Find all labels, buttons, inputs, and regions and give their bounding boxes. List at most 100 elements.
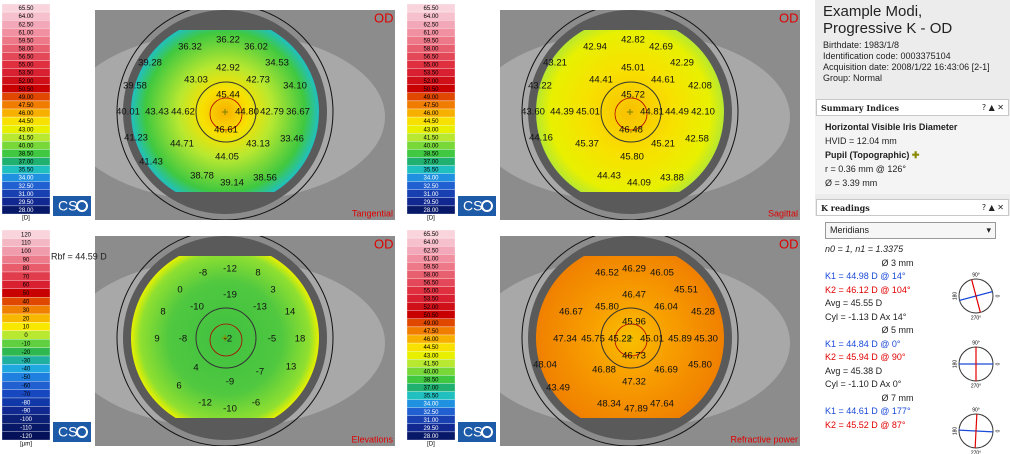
map-value: 42.92 bbox=[216, 63, 240, 74]
scale-label: 31.00 bbox=[423, 418, 439, 424]
scale-label: -30 bbox=[22, 358, 31, 364]
scale-label: 59.50 bbox=[423, 38, 439, 44]
dial-label: 270° bbox=[971, 383, 981, 389]
scale-label: 37.00 bbox=[423, 160, 439, 166]
scale-label: 62.50 bbox=[423, 248, 439, 254]
rbf: Rbf = 44.59 D bbox=[51, 251, 107, 261]
scale-label: -120 bbox=[20, 434, 33, 440]
map-value: -19 bbox=[223, 290, 237, 301]
scale-label: 28.00 bbox=[18, 208, 34, 214]
k-dial: 90° 270° 180 0 bbox=[952, 272, 999, 321]
map-value: -2 bbox=[224, 334, 232, 345]
scale-label: 61.00 bbox=[18, 30, 34, 36]
scale-label: 70 bbox=[23, 274, 30, 280]
k-header[interactable]: K readings ? ▲ ✕ bbox=[816, 199, 1009, 216]
map-value: 4 bbox=[193, 363, 198, 374]
hvid-title: Horizontal Visible Iris Diameter bbox=[825, 122, 958, 132]
panel-buttons[interactable]: ? ▲ ✕ bbox=[981, 103, 1004, 112]
map-value: 42.82 bbox=[621, 35, 645, 46]
k-diameter: Ø 5 mm bbox=[881, 325, 914, 335]
map-value: 3 bbox=[270, 285, 275, 296]
scale-label: 58.00 bbox=[423, 47, 439, 53]
scale-label: 59.50 bbox=[18, 38, 34, 44]
scale-label: 53.50 bbox=[18, 71, 34, 77]
map-value: 46.29 bbox=[622, 264, 646, 275]
k-title: K readings bbox=[821, 202, 870, 213]
map-value: 43.60 bbox=[521, 107, 545, 118]
scale-label: 29.50 bbox=[18, 200, 34, 206]
map-title: Tangential bbox=[352, 208, 393, 218]
map-value: 44.16 bbox=[529, 133, 553, 144]
dial-label: 180 bbox=[952, 427, 958, 436]
indices: n0 = 1, n1 = 1.3375 bbox=[825, 244, 904, 254]
map-value: 47.64 bbox=[650, 399, 674, 410]
map-value: 14 bbox=[285, 307, 296, 318]
map-value: 45.30 bbox=[694, 334, 718, 345]
pupil-d: Ø = 3.39 mm bbox=[825, 178, 878, 188]
map-value: -12 bbox=[223, 264, 237, 275]
panel-buttons[interactable]: ? ▲ ✕ bbox=[981, 203, 1004, 212]
scale-label: 44.50 bbox=[423, 119, 439, 125]
map-value: 45.51 bbox=[674, 285, 698, 296]
acquisition: Acquisition date: 2008/1/22 16:43:06 [2-… bbox=[823, 62, 990, 72]
scale-label: 49.00 bbox=[18, 95, 34, 101]
k-avg: Avg = 45.55 D bbox=[825, 298, 883, 308]
scale-label: 41.50 bbox=[18, 135, 34, 141]
pupil-title: Pupil (Topographic) ✚ bbox=[825, 150, 920, 160]
map-value: 47.89 bbox=[624, 404, 648, 415]
scale-unit: [D] bbox=[427, 216, 435, 222]
map-value: 43.43 bbox=[145, 107, 169, 118]
scale-label: 35.50 bbox=[18, 168, 34, 174]
dial-k2 bbox=[971, 279, 981, 313]
map-value: 46.61 bbox=[214, 125, 238, 136]
dial-label: 90° bbox=[972, 407, 980, 413]
scale-label: 35.50 bbox=[423, 394, 439, 400]
dial-label: 180 bbox=[952, 292, 958, 301]
map-value: 48.34 bbox=[597, 399, 621, 410]
eye-image: -12 -8 8 0 -19 3 -10 -13 8 14 9 -8 -2 -5 18 4 -7 13 6 -9 -12… bbox=[95, 236, 395, 446]
maps-area: 65.50 64.00 62.50 61.00 59.50 58.00 56.50 55.00… bbox=[1, 3, 800, 448]
scale-label: 40.00 bbox=[423, 143, 439, 149]
group: Group: Normal bbox=[823, 73, 883, 83]
pupil bbox=[600, 307, 662, 369]
summary-title: Summary Indices bbox=[821, 102, 900, 113]
scale-label: 38.50 bbox=[423, 152, 439, 158]
scale-label: 59.50 bbox=[423, 264, 439, 270]
exam-name: Progressive K - OD bbox=[823, 20, 953, 37]
scale-label: -40 bbox=[22, 367, 31, 373]
mode-select[interactable]: Meridians ▾ bbox=[825, 222, 996, 239]
scale-label: 34.00 bbox=[18, 176, 34, 182]
scale-label: 50 bbox=[23, 291, 30, 297]
scale-label: 62.50 bbox=[423, 22, 439, 28]
map-value: 8 bbox=[160, 307, 165, 318]
limbus bbox=[116, 10, 334, 220]
k-diameter: Ø 3 mm bbox=[881, 257, 914, 268]
scale-label: 65.50 bbox=[18, 6, 34, 12]
scale-label: 29.50 bbox=[423, 200, 439, 206]
map-panel: 65.50 64.00 62.50 61.00 59.50 58.00 56.50 55.00… bbox=[1, 3, 395, 222]
map-value: 41.23 bbox=[124, 133, 148, 144]
scale-label: -20 bbox=[22, 350, 31, 356]
scale-label: -100 bbox=[20, 417, 33, 423]
pupil-center bbox=[209, 97, 243, 131]
eye-side: OD bbox=[779, 236, 799, 251]
eye-side: OD bbox=[779, 10, 799, 25]
pupil-center bbox=[614, 323, 648, 357]
pupil-title-text: Pupil (Topographic) bbox=[825, 150, 910, 160]
map-value: 44.05 bbox=[215, 152, 239, 163]
scale-unit: [µm] bbox=[20, 442, 32, 448]
map-value: -9 bbox=[226, 377, 234, 388]
k2: K2 = 45.52 D @ 87° bbox=[825, 419, 906, 430]
map-value: 45.22 bbox=[608, 334, 632, 345]
scale-label: -110 bbox=[20, 425, 32, 431]
scale-label: 44.50 bbox=[423, 345, 439, 351]
scale-label: 49.00 bbox=[423, 95, 439, 101]
map-value: 45.01 bbox=[576, 107, 600, 118]
pupil bbox=[600, 81, 662, 143]
summary-header[interactable]: Summary Indices ? ▲ ✕ bbox=[816, 99, 1009, 116]
map-value: 36.02 bbox=[244, 42, 268, 53]
eye-image: 42.82 42.94 42.69 43.21 45.01 42.29 44.41 44.61… bbox=[500, 10, 800, 220]
map-value: 46.05 bbox=[650, 268, 674, 279]
scale-label: 28.00 bbox=[423, 434, 439, 440]
